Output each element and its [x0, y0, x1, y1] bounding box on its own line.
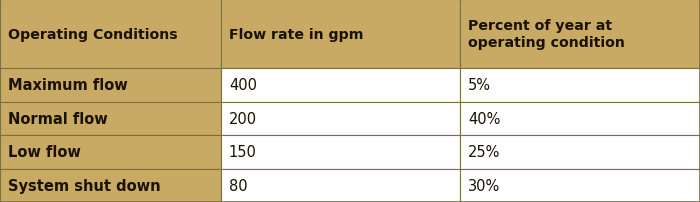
Bar: [220, 0, 460, 69]
Text: 30%: 30%: [468, 178, 500, 193]
Text: Maximum flow: Maximum flow: [8, 78, 128, 93]
Text: 25%: 25%: [468, 145, 500, 159]
Text: 80: 80: [229, 178, 248, 193]
Text: Operating Conditions: Operating Conditions: [8, 27, 178, 41]
Text: 150: 150: [229, 145, 257, 159]
Bar: [0, 102, 220, 135]
Bar: [0, 69, 220, 102]
Bar: [220, 102, 460, 135]
Bar: [0, 135, 220, 169]
Text: 400: 400: [229, 78, 257, 93]
Bar: [0, 0, 220, 69]
Bar: [460, 169, 700, 202]
Bar: [460, 102, 700, 135]
Text: 5%: 5%: [468, 78, 491, 93]
Text: 200: 200: [229, 111, 257, 126]
Bar: [220, 169, 460, 202]
Bar: [460, 135, 700, 169]
Text: Normal flow: Normal flow: [8, 111, 108, 126]
Text: 40%: 40%: [468, 111, 500, 126]
Bar: [0, 169, 220, 202]
Bar: [220, 135, 460, 169]
Bar: [220, 69, 460, 102]
Text: Percent of year at
operating condition: Percent of year at operating condition: [468, 19, 625, 50]
Bar: [460, 0, 700, 69]
Text: Flow rate in gpm: Flow rate in gpm: [229, 27, 363, 41]
Text: Low flow: Low flow: [8, 145, 81, 159]
Bar: [460, 69, 700, 102]
Text: System shut down: System shut down: [8, 178, 161, 193]
